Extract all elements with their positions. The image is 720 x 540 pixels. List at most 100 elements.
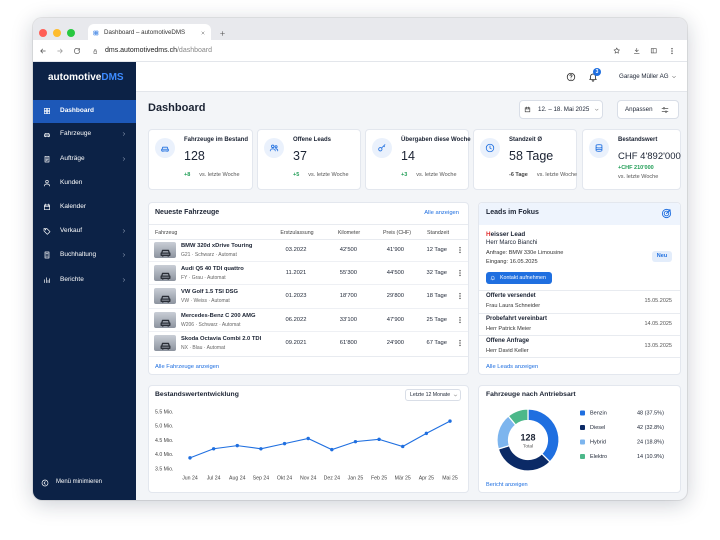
- icon-shape: [613, 47, 621, 54]
- menu-label[interactable]: Dashboard: [60, 107, 94, 115]
- icon-shape: [44, 134, 50, 137]
- divider: [149, 224, 468, 225]
- icon-shape: [44, 133, 50, 136]
- icon-shape: [40, 48, 46, 54]
- menu-label[interactable]: Aufträge: [60, 155, 85, 163]
- menu-label[interactable]: Fahrzeuge: [60, 130, 92, 138]
- kpi-delta-row: +3 vs. letzte Woche: [401, 172, 457, 179]
- customize-button[interactable]: [617, 100, 679, 119]
- collapse-icon: [41, 479, 49, 487]
- icon-shape: [275, 148, 279, 152]
- vehicle-registered: 11.2021: [285, 269, 307, 276]
- icon-shape: [591, 79, 595, 82]
- icon-shape: [459, 272, 461, 274]
- account-name[interactable]: Garage Müller AG: [619, 73, 669, 81]
- vehicles-link[interactable]: Alle anzeigen: [424, 209, 459, 216]
- lead-name: Herr David Keller: [486, 347, 529, 354]
- filter-select[interactable]: [405, 389, 461, 401]
- window-control[interactable]: [67, 29, 75, 37]
- icon-shape: [662, 106, 666, 109]
- menu-label[interactable]: Kunden: [60, 179, 83, 187]
- icon-shape: [524, 106, 530, 113]
- vehicle-thumbnail-car: [160, 319, 170, 327]
- leads-title: Leads im Fokus: [486, 208, 539, 216]
- row-menu: [459, 269, 461, 277]
- icon-shape: [459, 297, 461, 300]
- icon-shape: [378, 147, 383, 152]
- tab-close: [201, 31, 205, 35]
- kpi-value: CHF 4'892'000: [618, 151, 681, 163]
- contact-button[interactable]: [486, 272, 552, 284]
- date-chevron: [595, 108, 599, 111]
- menu-label[interactable]: Buchhaltung: [60, 251, 97, 259]
- kpi-value: 58 Tage: [509, 148, 554, 163]
- vehicle-price: 41'900: [386, 246, 404, 253]
- icon-shape: [161, 146, 169, 150]
- tab[interactable]: [88, 24, 211, 41]
- icon-shape: [44, 183, 50, 187]
- menu-label[interactable]: Berichte: [60, 276, 84, 284]
- icon-shape: [634, 48, 640, 54]
- vehicle-thumbnail-car: [160, 272, 170, 280]
- chart-link[interactable]: Bericht anzeigen: [486, 481, 528, 488]
- icon-shape: [161, 347, 169, 350]
- icon-shape: [490, 276, 496, 280]
- icon-shape: [93, 48, 97, 51]
- kpi-period: vs. letzte Woche: [308, 172, 349, 178]
- row-divider: [149, 284, 468, 285]
- lead-status[interactable]: Offerte versendet: [486, 293, 536, 300]
- icon-shape: [569, 74, 573, 80]
- icon-shape: [489, 145, 492, 150]
- url: dms.automotivedms.ch/dashboard: [105, 46, 212, 56]
- icon-shape: [595, 108, 599, 111]
- lock-icon: [93, 48, 97, 54]
- contact-label[interactable]: Kontakt aufnehmen: [500, 274, 546, 281]
- icon-shape: [160, 344, 170, 349]
- kpi-icon-bg: [264, 138, 284, 158]
- bookmark: [613, 47, 621, 54]
- lead-status[interactable]: Probefahrt vereinbart: [486, 316, 548, 323]
- icon-shape: [595, 144, 603, 152]
- icon-shape: [160, 321, 170, 326]
- menu-icon: [44, 156, 50, 163]
- filter-chevron: [453, 394, 457, 396]
- kpi-label: Bestandswert: [618, 137, 658, 144]
- menu-label[interactable]: Kalender: [60, 203, 87, 211]
- menu-label[interactable]: Verkauf: [60, 227, 83, 235]
- hot-lead-name: Herr Marco Bianchi: [486, 240, 538, 247]
- vehicle-thumbnail-car: [160, 249, 170, 257]
- icon-shape: [160, 274, 170, 279]
- icon-shape: [44, 251, 50, 259]
- customize-label[interactable]: Anpassen: [625, 105, 653, 113]
- menu-icon: [44, 133, 50, 138]
- icon-shape: [459, 321, 461, 324]
- leads-footer[interactable]: Alle Leads anzeigen: [486, 363, 539, 370]
- kpi-label: Übergaben diese Woche: [401, 137, 471, 144]
- browser-menu: [671, 47, 673, 55]
- date-picker[interactable]: [519, 100, 603, 119]
- window-control[interactable]: [39, 29, 47, 37]
- vehicle-km: 33'100: [339, 316, 357, 323]
- icon-shape: [43, 228, 51, 235]
- vehicle-details: W206 · Schwarz · Automat: [181, 322, 241, 328]
- window-control[interactable]: [53, 29, 61, 37]
- notification-badge: [593, 68, 601, 76]
- kpi-period: vs. letzte Woche: [416, 172, 457, 178]
- lead-status[interactable]: Offene Anfrage: [486, 338, 530, 345]
- vehicle-km: 42'500: [339, 246, 357, 253]
- vehicle-thumbnail-car: [160, 295, 170, 303]
- leads-icon: [661, 208, 671, 218]
- kpi-label: Standzeit Ø: [509, 137, 543, 144]
- menu-chevron: [123, 229, 125, 233]
- vehicles-footer[interactable]: Alle Fahrzeuge anzeigen: [155, 363, 220, 370]
- kpi-value: 128: [184, 148, 205, 163]
- kpi-delta-row: -6 Tage vs. letzte Woche: [509, 172, 577, 179]
- icon-shape: [661, 107, 669, 112]
- sidebar-toggle: [651, 48, 657, 54]
- icon-shape: [269, 148, 276, 152]
- filter-label[interactable]: Letzte 12 Monate: [410, 391, 451, 398]
- collapse-label[interactable]: Menü minimieren: [56, 479, 103, 486]
- vehicle-name: Audi Q5 40 TDI quattro: [181, 265, 244, 272]
- date-range[interactable]: 12. – 18. Mai 2025: [538, 105, 590, 113]
- icon-shape: [459, 269, 461, 272]
